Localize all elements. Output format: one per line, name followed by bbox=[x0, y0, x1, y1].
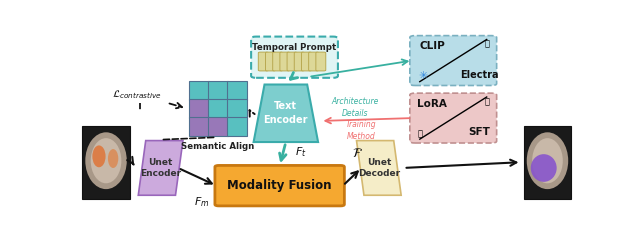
Text: $\mathcal{F}$: $\mathcal{F}$ bbox=[352, 147, 363, 160]
FancyBboxPatch shape bbox=[259, 52, 268, 71]
Polygon shape bbox=[253, 84, 318, 142]
Ellipse shape bbox=[85, 132, 127, 189]
Text: 🔥: 🔥 bbox=[484, 97, 489, 106]
Text: 🔥: 🔥 bbox=[417, 130, 422, 139]
Text: Semantic Align: Semantic Align bbox=[181, 142, 254, 151]
Ellipse shape bbox=[527, 132, 568, 189]
FancyBboxPatch shape bbox=[227, 99, 246, 118]
FancyBboxPatch shape bbox=[207, 81, 228, 100]
Bar bbox=[524, 126, 571, 199]
FancyBboxPatch shape bbox=[227, 81, 246, 100]
FancyBboxPatch shape bbox=[273, 52, 283, 71]
Text: 🔥: 🔥 bbox=[484, 40, 489, 49]
Text: Modality Fusion: Modality Fusion bbox=[227, 179, 332, 192]
FancyBboxPatch shape bbox=[287, 52, 297, 71]
Text: Temporal Prompt: Temporal Prompt bbox=[252, 43, 337, 52]
FancyBboxPatch shape bbox=[280, 52, 290, 71]
Text: LoRA: LoRA bbox=[417, 99, 447, 109]
Text: CLIP: CLIP bbox=[419, 41, 445, 51]
Text: Training
Method: Training Method bbox=[346, 121, 376, 141]
FancyBboxPatch shape bbox=[207, 117, 228, 135]
Polygon shape bbox=[138, 141, 183, 195]
Text: Unet
Encoder: Unet Encoder bbox=[140, 158, 181, 178]
Bar bbox=[83, 126, 129, 199]
Text: ✳: ✳ bbox=[419, 71, 428, 81]
FancyBboxPatch shape bbox=[251, 37, 338, 78]
FancyBboxPatch shape bbox=[410, 36, 497, 85]
Text: Electra: Electra bbox=[460, 70, 499, 80]
Text: $\mathcal{L}_{contrastive}$: $\mathcal{L}_{contrastive}$ bbox=[112, 89, 162, 102]
Ellipse shape bbox=[532, 138, 563, 183]
Ellipse shape bbox=[108, 149, 118, 168]
FancyBboxPatch shape bbox=[316, 52, 326, 71]
FancyBboxPatch shape bbox=[227, 117, 246, 135]
FancyBboxPatch shape bbox=[266, 52, 275, 71]
FancyBboxPatch shape bbox=[189, 117, 209, 135]
Ellipse shape bbox=[92, 145, 106, 167]
FancyBboxPatch shape bbox=[189, 81, 209, 100]
FancyBboxPatch shape bbox=[410, 93, 497, 143]
FancyBboxPatch shape bbox=[294, 52, 304, 71]
FancyBboxPatch shape bbox=[301, 52, 312, 71]
Text: $F_m$: $F_m$ bbox=[195, 195, 210, 209]
FancyBboxPatch shape bbox=[215, 165, 344, 206]
Text: $F_t$: $F_t$ bbox=[295, 146, 307, 160]
Text: Text
Encoder: Text Encoder bbox=[264, 101, 308, 125]
Ellipse shape bbox=[531, 154, 557, 182]
FancyBboxPatch shape bbox=[189, 99, 209, 118]
Text: Unet
Decoder: Unet Decoder bbox=[358, 158, 400, 178]
Text: Architecture
Details: Architecture Details bbox=[332, 97, 379, 118]
Polygon shape bbox=[356, 141, 401, 195]
Text: SFT: SFT bbox=[468, 127, 490, 137]
Ellipse shape bbox=[91, 138, 122, 183]
FancyBboxPatch shape bbox=[308, 52, 319, 71]
FancyBboxPatch shape bbox=[207, 99, 228, 118]
